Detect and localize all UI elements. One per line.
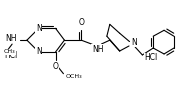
Text: O: O <box>53 62 58 71</box>
Text: HCl: HCl <box>145 53 158 62</box>
Text: HCl: HCl <box>5 51 18 60</box>
Text: NH: NH <box>5 34 17 43</box>
Text: NH: NH <box>92 44 104 54</box>
Text: CH₃: CH₃ <box>3 50 15 54</box>
Text: N: N <box>132 38 137 47</box>
Text: OCH₃: OCH₃ <box>65 74 82 79</box>
Text: O: O <box>78 18 84 27</box>
Text: N: N <box>36 24 42 33</box>
Text: N: N <box>36 47 42 56</box>
